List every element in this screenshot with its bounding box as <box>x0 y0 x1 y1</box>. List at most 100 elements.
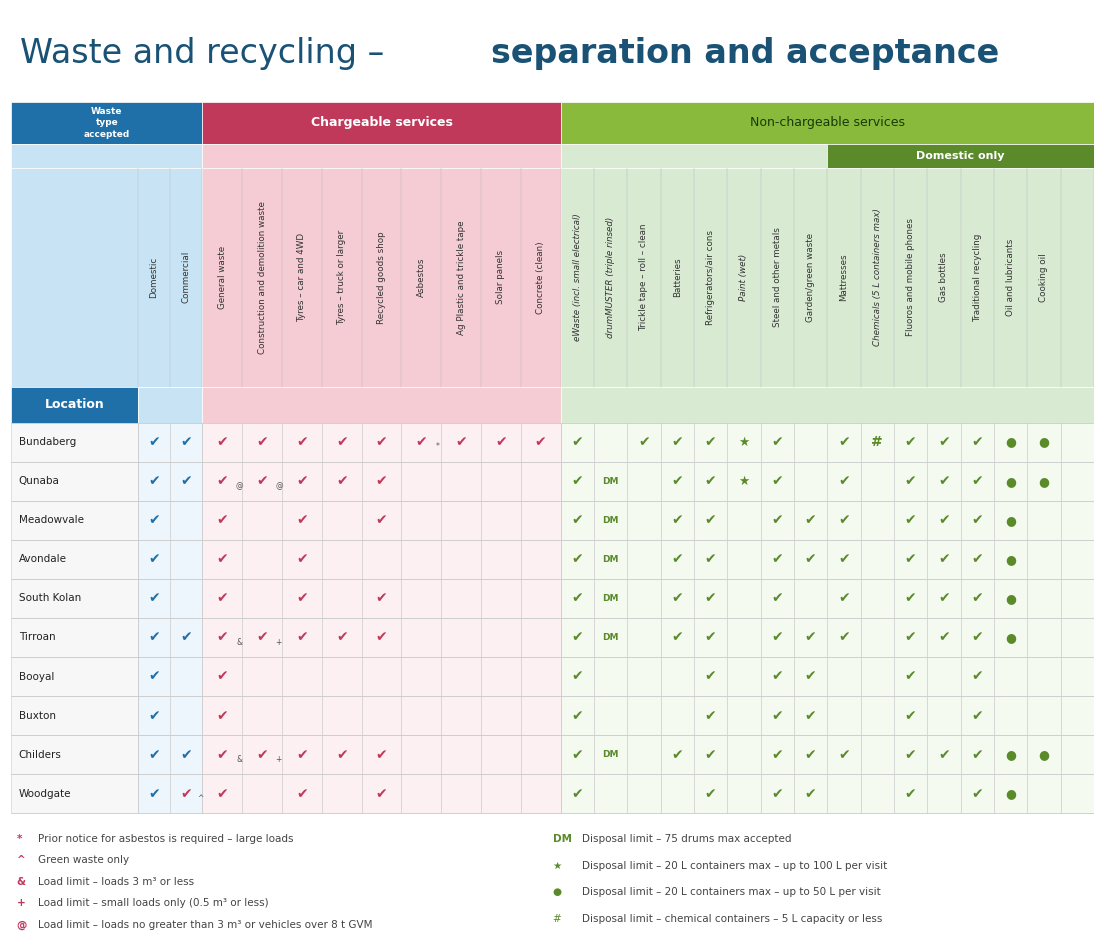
Text: ✔: ✔ <box>376 630 388 644</box>
Text: drumMUSTER (triple rinsed): drumMUSTER (triple rinsed) <box>606 217 615 338</box>
Bar <box>11 540 138 578</box>
Text: ✔: ✔ <box>217 474 228 488</box>
Text: ✔: ✔ <box>336 474 348 488</box>
Text: ✔: ✔ <box>905 552 916 566</box>
Text: ✔: ✔ <box>376 513 388 528</box>
Text: #: # <box>872 435 883 449</box>
Text: ✔: ✔ <box>571 435 583 449</box>
Text: Tyres – car and 4WD: Tyres – car and 4WD <box>297 233 306 322</box>
Text: ✔: ✔ <box>256 748 267 762</box>
Text: ✔: ✔ <box>217 513 228 528</box>
Text: ✔: ✔ <box>148 748 160 762</box>
Text: ✔: ✔ <box>296 592 308 606</box>
Bar <box>11 501 138 540</box>
Text: ^: ^ <box>197 794 203 803</box>
Bar <box>202 102 560 144</box>
Text: ✔: ✔ <box>971 630 983 644</box>
Text: Load limit – small loads only (0.5 m³ or less): Load limit – small loads only (0.5 m³ or… <box>38 899 269 908</box>
Text: ✔: ✔ <box>971 435 983 449</box>
Text: Batteries: Batteries <box>673 257 682 297</box>
Text: ✔: ✔ <box>905 748 916 762</box>
Text: ✔: ✔ <box>971 748 983 762</box>
Text: ●: ● <box>1006 435 1015 448</box>
Bar <box>202 696 560 735</box>
Text: Gas bottles: Gas bottles <box>939 252 948 302</box>
Text: ✔: ✔ <box>376 435 388 449</box>
Text: ✔: ✔ <box>771 435 783 449</box>
Bar <box>11 462 138 501</box>
Text: ✔: ✔ <box>148 708 160 723</box>
Text: ✔: ✔ <box>336 435 348 449</box>
Text: DM: DM <box>602 593 619 603</box>
Text: Waste
type
accepted: Waste type accepted <box>84 107 130 138</box>
Text: Oil and lubricants: Oil and lubricants <box>1007 238 1015 316</box>
Text: ✔: ✔ <box>217 708 228 723</box>
Bar <box>138 696 202 735</box>
Text: ✔: ✔ <box>148 670 160 684</box>
Text: ✔: ✔ <box>838 748 850 762</box>
Text: ✔: ✔ <box>180 748 192 762</box>
Bar <box>560 462 1094 501</box>
Text: Ag Plastic and trickle tape: Ag Plastic and trickle tape <box>456 220 465 334</box>
Text: ✔: ✔ <box>495 435 507 449</box>
Text: ✔: ✔ <box>148 513 160 528</box>
Text: ★: ★ <box>552 861 561 870</box>
Text: DM: DM <box>552 834 571 844</box>
Text: ✔: ✔ <box>804 552 817 566</box>
Text: ✔: ✔ <box>771 748 783 762</box>
Text: +: + <box>275 638 282 646</box>
Bar <box>202 462 560 501</box>
Text: ✔: ✔ <box>971 513 983 528</box>
Text: ✔: ✔ <box>771 630 783 644</box>
Text: Fluoros and mobile phones: Fluoros and mobile phones <box>906 219 915 336</box>
Text: ✔: ✔ <box>971 787 983 801</box>
Bar <box>202 657 560 696</box>
Text: Disposal limit – 20 L containers max – up to 100 L per visit: Disposal limit – 20 L containers max – u… <box>581 861 887 870</box>
Text: Avondale: Avondale <box>19 554 66 564</box>
Text: DM: DM <box>602 555 619 564</box>
Bar <box>202 540 560 578</box>
Bar <box>560 540 1094 578</box>
Bar <box>11 423 138 462</box>
Text: ✔: ✔ <box>771 787 783 801</box>
Text: &: & <box>236 755 242 764</box>
Text: Tirroan: Tirroan <box>19 632 55 642</box>
Text: Load limit – loads no greater than 3 m³ or vehicles over 8 t GVM: Load limit – loads no greater than 3 m³ … <box>38 919 372 930</box>
Text: &: & <box>236 638 242 646</box>
Bar <box>560 774 1094 813</box>
Text: separation and acceptance: separation and acceptance <box>491 37 999 70</box>
Text: ✔: ✔ <box>336 630 348 644</box>
Text: ✔: ✔ <box>771 552 783 566</box>
Text: ✔: ✔ <box>180 787 192 801</box>
Text: ✔: ✔ <box>571 708 583 723</box>
Text: ✔: ✔ <box>804 748 817 762</box>
Text: Tyres – truck or larger: Tyres – truck or larger <box>337 230 346 325</box>
Text: ★: ★ <box>738 475 749 488</box>
Text: Non-chargeable services: Non-chargeable services <box>750 117 905 129</box>
Text: Recycled goods shop: Recycled goods shop <box>377 231 386 324</box>
Text: ✔: ✔ <box>296 748 308 762</box>
Text: ✔: ✔ <box>971 592 983 606</box>
Text: ✔: ✔ <box>938 592 950 606</box>
Text: ✔: ✔ <box>455 435 467 449</box>
Bar <box>560 423 1094 462</box>
Bar <box>138 618 202 657</box>
Text: ✔: ✔ <box>638 435 650 449</box>
Bar <box>11 618 138 657</box>
Text: ✔: ✔ <box>415 435 428 449</box>
Text: ✔: ✔ <box>838 474 850 488</box>
Text: ✔: ✔ <box>256 435 267 449</box>
Text: ✔: ✔ <box>938 474 950 488</box>
Bar <box>11 774 138 813</box>
Text: ✔: ✔ <box>705 670 716 684</box>
Text: ✔: ✔ <box>571 787 583 801</box>
Text: ✔: ✔ <box>217 670 228 684</box>
Text: ✔: ✔ <box>571 552 583 566</box>
Text: ✔: ✔ <box>705 630 716 644</box>
Text: ●: ● <box>1006 788 1015 801</box>
Text: ✔: ✔ <box>296 787 308 801</box>
Text: ✔: ✔ <box>771 513 783 528</box>
Text: ✔: ✔ <box>180 474 192 488</box>
Text: DM: DM <box>602 750 619 759</box>
Bar <box>11 144 202 169</box>
